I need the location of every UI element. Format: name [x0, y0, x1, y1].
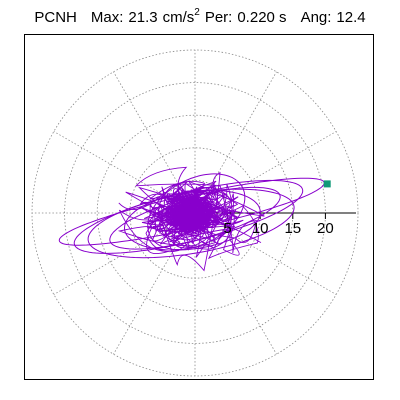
ang-value: 12.4: [336, 8, 366, 26]
grid-spoke-30: [223, 131, 337, 198]
max-marker-group: [323, 180, 331, 188]
station-code: PCNH: [34, 8, 77, 26]
grid-spoke-330: [223, 228, 337, 295]
plot-frame: [24, 34, 374, 380]
tangle-outer: [117, 166, 265, 272]
motion-trace: [58, 166, 325, 272]
chart-title: PCNH Max: 21.3 cm/s2 Per: 0.220 s Ang: 1…: [0, 0, 400, 34]
tick-label-5: 5: [223, 220, 231, 237]
orbit-1: [58, 177, 325, 246]
grid-spoke-60: [210, 71, 277, 185]
grid-spoke-150: [53, 131, 167, 198]
grid-spoke-120: [113, 71, 180, 185]
per-label: Per:: [204, 8, 233, 26]
orbit-3: [87, 188, 295, 259]
max-unit-base: cm/s: [162, 9, 195, 26]
max-value: 21.3: [128, 8, 158, 26]
tick-label-10: 10: [252, 220, 269, 237]
max-label: Max:: [90, 8, 124, 26]
tick-label-20: 20: [317, 220, 334, 237]
max-unit: cm/s2: [162, 7, 200, 26]
orbit-2: [73, 179, 304, 254]
ang-label: Ang:: [300, 8, 332, 26]
radial-tick-labels: 5 10 15 20: [223, 220, 333, 237]
orbit-4: [109, 186, 281, 250]
tick-label-15: 15: [284, 220, 301, 237]
max-marker: [323, 180, 331, 188]
per-value: 0.220 s: [237, 8, 287, 26]
max-unit-exponent: 2: [194, 7, 200, 18]
grid-spoke-300: [210, 241, 277, 355]
grid-spoke-240: [113, 241, 180, 355]
